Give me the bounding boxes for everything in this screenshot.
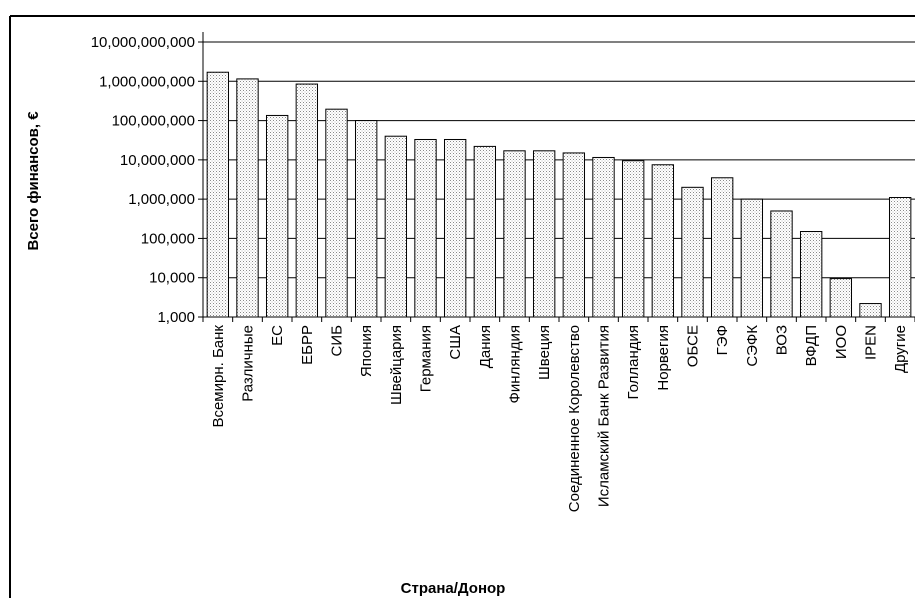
y-tick-label: 1,000,000 — [128, 191, 195, 208]
x-tick-label: Голландия — [625, 325, 642, 400]
y-axis-title: Всего финансов, € — [25, 111, 42, 251]
bar — [265, 114, 289, 318]
x-tick-labels: Всемирн. Банк Различные ЕС ЕБРР СИБ Япония Шве… — [210, 325, 909, 513]
y-tick-label: 10,000,000 — [120, 152, 195, 169]
y-tick-label: 1,000 — [157, 309, 195, 326]
x-tick-label: ЕС — [269, 325, 286, 346]
x-tick-label: ГЭФ — [714, 325, 731, 355]
y-tick-label: 1,000,000,000 — [99, 73, 195, 90]
bar — [503, 150, 526, 318]
x-tick-label: Швейцария — [388, 325, 405, 405]
y-tick-label: 100,000 — [141, 230, 195, 247]
bar — [740, 198, 764, 318]
bars — [206, 71, 912, 318]
x-tick-label: Различные — [240, 325, 257, 402]
x-tick-label: Германия — [418, 325, 435, 392]
bar — [473, 145, 497, 318]
bar — [651, 164, 675, 318]
bar — [443, 138, 467, 318]
y-tick-label: 10,000,000,000 — [91, 34, 195, 51]
x-tick-label: СИБ — [329, 325, 346, 357]
bar — [710, 177, 734, 318]
x-tick-label: Исламский Банк Развития — [596, 325, 613, 507]
bar — [799, 231, 823, 318]
bar — [562, 152, 586, 318]
x-tick-label: Всемирн. Банк — [210, 325, 227, 428]
x-tick-label: СЭФК — [744, 325, 761, 367]
bar — [621, 160, 645, 318]
bar — [888, 197, 912, 318]
x-tick-label: ИОО — [833, 325, 850, 359]
bar — [829, 278, 853, 318]
bar — [236, 78, 259, 318]
x-tick-label: IPEN — [863, 325, 880, 360]
bar — [592, 156, 615, 318]
bar — [384, 135, 408, 318]
bar — [295, 83, 319, 318]
x-tick-label: Норвегия — [655, 325, 672, 391]
x-tick-label: Дания — [477, 325, 494, 368]
x-tick-label: Швеция — [536, 325, 553, 380]
bar — [414, 138, 437, 318]
x-tick-label: Финляндия — [507, 325, 524, 403]
bar — [859, 303, 882, 318]
bar — [325, 108, 348, 318]
x-tick-label: ЕБРР — [299, 325, 316, 365]
bar — [354, 120, 378, 318]
axes — [198, 32, 915, 322]
y-tick-label: 10,000 — [149, 270, 195, 287]
x-tick-label: США — [447, 325, 464, 360]
y-tick-label: 100,000,000 — [112, 113, 195, 130]
x-tick-label: Другие — [892, 325, 909, 373]
x-tick-label: ОБСЕ — [685, 325, 702, 367]
x-tick-label: ВФДП — [803, 325, 820, 366]
x-tick-label: Япония — [358, 325, 375, 377]
bar — [206, 71, 230, 318]
x-axis-title: Страна/Донор — [401, 580, 506, 597]
bar — [770, 210, 793, 318]
x-tick-label: Соединенное Королевство — [566, 325, 583, 512]
x-tick-label: ВОЗ — [774, 325, 791, 355]
y-tick-labels: 1,000 10,000 100,000 1,000,000 10,000,000 100… — [91, 34, 195, 326]
bar — [681, 186, 704, 318]
bar — [532, 150, 556, 318]
